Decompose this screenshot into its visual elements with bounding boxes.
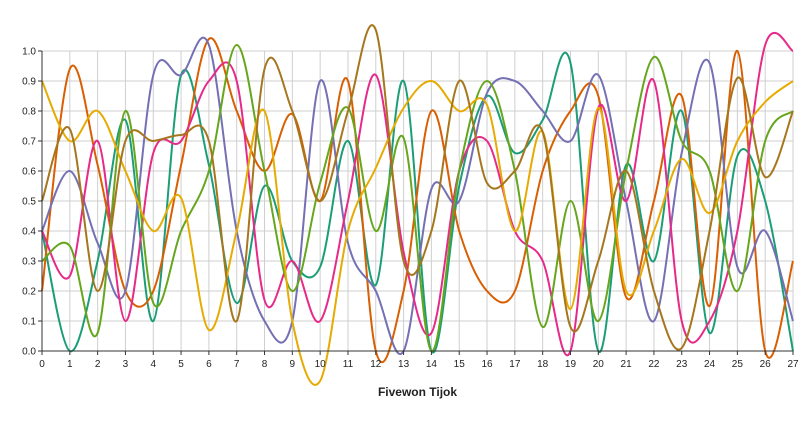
series-line-6 bbox=[41, 79, 794, 386]
series-line-5 bbox=[41, 43, 794, 353]
y-tick-label: 1.0 bbox=[22, 47, 36, 58]
x-tick-label: 13 bbox=[398, 359, 410, 370]
y-tick-label: 0.6 bbox=[22, 167, 36, 178]
x-tick-label: 12 bbox=[370, 359, 382, 370]
y-tick-label: 0.2 bbox=[22, 287, 36, 298]
y-tick-label: 0.7 bbox=[22, 137, 36, 148]
y-tick-label: 0.0 bbox=[22, 347, 36, 358]
y-tick-label: 0.5 bbox=[22, 197, 36, 208]
x-tick-label: 11 bbox=[343, 359, 354, 370]
x-tick-label: 22 bbox=[648, 359, 660, 370]
series-line-2 bbox=[41, 37, 794, 364]
x-tick-label: 3 bbox=[123, 359, 129, 370]
x-axis-label: Fivewon Tijok bbox=[378, 385, 457, 399]
y-tick-label: 0.9 bbox=[22, 77, 36, 88]
x-tick-label: 20 bbox=[593, 359, 605, 370]
x-tick-label: 24 bbox=[704, 359, 716, 370]
x-tick-label: 6 bbox=[206, 359, 212, 370]
y-tick-label: 0.1 bbox=[22, 317, 36, 328]
x-tick-label: 25 bbox=[732, 359, 744, 370]
x-tick-label: 18 bbox=[537, 359, 549, 370]
series-line-7 bbox=[41, 24, 794, 351]
series-line-3 bbox=[41, 36, 794, 355]
x-tick-label: 4 bbox=[150, 359, 156, 370]
series-line-1 bbox=[41, 51, 794, 354]
x-tick-label: 16 bbox=[481, 359, 493, 370]
x-tick-label: 19 bbox=[565, 359, 577, 370]
y-tick-label: 0.3 bbox=[22, 257, 36, 268]
y-tick-label: 0.4 bbox=[22, 227, 36, 238]
x-tick-label: 21 bbox=[621, 359, 633, 370]
x-tick-label: 17 bbox=[509, 359, 521, 370]
x-tick-label: 23 bbox=[676, 359, 688, 370]
x-tick-label: 14 bbox=[426, 359, 438, 370]
series-group bbox=[41, 24, 794, 386]
x-tick-label: 8 bbox=[262, 359, 268, 370]
x-tick-label: 7 bbox=[234, 359, 240, 370]
y-tick-label: 0.8 bbox=[22, 107, 36, 118]
x-tick-label: 2 bbox=[95, 359, 101, 370]
x-tick-label: 10 bbox=[315, 359, 327, 370]
x-tick-label: 5 bbox=[178, 359, 184, 370]
x-tick-label: 1 bbox=[67, 359, 73, 370]
x-tick-label: 26 bbox=[760, 359, 772, 370]
y-tick-labels: 0.0 0.1 0.2 0.3 0.4 0.5 0.6 0.7 0.8 0.9 1.0 bbox=[22, 47, 42, 358]
x-tick-label: 9 bbox=[290, 359, 296, 370]
x-tick-label: 27 bbox=[787, 359, 799, 370]
x-tick-label: 0 bbox=[39, 359, 45, 370]
x-tick-labels: 0 1 2 3 4 5 6 7 8 9 10 11 12 13 14 15 16 17 18 19 20 21 22 23 24… bbox=[39, 351, 799, 370]
x-tick-label: 15 bbox=[454, 359, 466, 370]
